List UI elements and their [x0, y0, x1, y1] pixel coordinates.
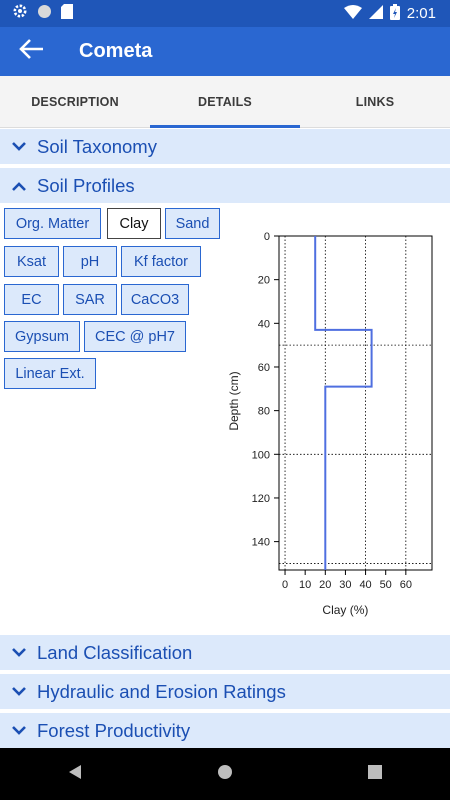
- arrow-back-icon: [18, 38, 44, 65]
- linear-ext-button[interactable]: Linear Ext.: [4, 358, 96, 389]
- tab-links[interactable]: LINKS: [355, 94, 395, 109]
- section-label: Soil Profiles: [37, 174, 135, 196]
- x-tick-label: 50: [380, 579, 392, 591]
- page-title: Cometa: [79, 40, 153, 62]
- section-land-classification[interactable]: Land Classification: [0, 635, 450, 671]
- status-bar: 2:01: [0, 0, 450, 27]
- section-forest-productivity[interactable]: Forest Productivity: [0, 713, 450, 749]
- section-label: Soil Taxonomy: [37, 135, 157, 157]
- section-label: Land Classification: [37, 641, 193, 663]
- tab-description[interactable]: DESCRIPTION: [31, 94, 119, 109]
- x-tick-label: 10: [299, 579, 311, 591]
- back-button[interactable]: [3, 27, 59, 76]
- nav-back-icon[interactable]: [68, 764, 82, 785]
- section-hydraulic-erosion[interactable]: Hydraulic and Erosion Ratings: [0, 674, 450, 710]
- y-axis-label: Depth (cm): [227, 371, 241, 430]
- x-tick-label: 40: [359, 579, 371, 591]
- plot-frame: [278, 235, 433, 571]
- section-soil-profiles[interactable]: Soil Profiles: [0, 168, 450, 204]
- section-label: Hydraulic and Erosion Ratings: [37, 680, 286, 702]
- chevron-down-icon: [0, 647, 37, 658]
- y-tick-label: 20: [258, 275, 270, 287]
- x-tick-label: 60: [400, 579, 412, 591]
- cec-button[interactable]: CEC @ pH7: [84, 321, 186, 352]
- sand-button[interactable]: Sand: [165, 208, 220, 239]
- clock-time: 2:01: [406, 5, 436, 22]
- gypsum-button[interactable]: Gypsum: [4, 321, 80, 352]
- y-tick-label: 60: [258, 362, 270, 374]
- nav-home-icon[interactable]: [217, 764, 233, 785]
- battery-icon: [389, 3, 400, 24]
- chevron-up-icon: [0, 181, 37, 191]
- section-soil-taxonomy[interactable]: Soil Taxonomy: [0, 129, 450, 165]
- system-nav-bar: [0, 748, 450, 800]
- org-matter-button[interactable]: Org. Matter: [4, 208, 101, 239]
- caco3-button[interactable]: CaCO3: [121, 284, 189, 315]
- wifi-icon: [343, 4, 362, 23]
- kf-factor-button[interactable]: Kf factor: [121, 246, 201, 277]
- tab-bar: DESCRIPTION DETAILS LINKS: [0, 76, 450, 128]
- chevron-down-icon: [0, 725, 37, 736]
- y-tick-label: 0: [264, 231, 270, 243]
- sar-button[interactable]: SAR: [63, 284, 117, 315]
- chevron-down-icon: [0, 686, 37, 697]
- series-line: [314, 236, 373, 570]
- app-bar: Cometa: [0, 27, 450, 76]
- x-tick-label: 30: [339, 579, 351, 591]
- cell-signal-icon: [368, 4, 383, 23]
- y-tick-label: 120: [252, 493, 270, 505]
- y-tick-label: 80: [258, 406, 270, 418]
- circle-status-icon: [37, 4, 52, 24]
- nav-recents-icon[interactable]: [368, 764, 383, 784]
- section-label: Forest Productivity: [37, 719, 191, 741]
- clay-button[interactable]: Clay: [107, 208, 161, 239]
- x-tick-label: 0: [282, 579, 288, 591]
- tab-details[interactable]: DETAILS: [150, 76, 300, 128]
- ksat-button[interactable]: Ksat: [4, 246, 59, 277]
- sd-card-icon: [61, 3, 73, 24]
- ec-button[interactable]: EC: [4, 284, 59, 315]
- x-axis-label: Clay (%): [322, 603, 368, 617]
- y-tick-label: 40: [258, 318, 270, 330]
- settings-icon: [12, 3, 28, 24]
- y-tick-label: 140: [252, 537, 270, 549]
- y-tick-label: 100: [252, 449, 270, 461]
- chevron-down-icon: [0, 141, 37, 152]
- clay-depth-chart: 0 20 40 60 80 100 120 140 0 10 20 30 40 50 60 Clay (%) D…: [227, 231, 433, 617]
- x-tick-label: 20: [319, 579, 331, 591]
- ph-button[interactable]: pH: [63, 246, 117, 277]
